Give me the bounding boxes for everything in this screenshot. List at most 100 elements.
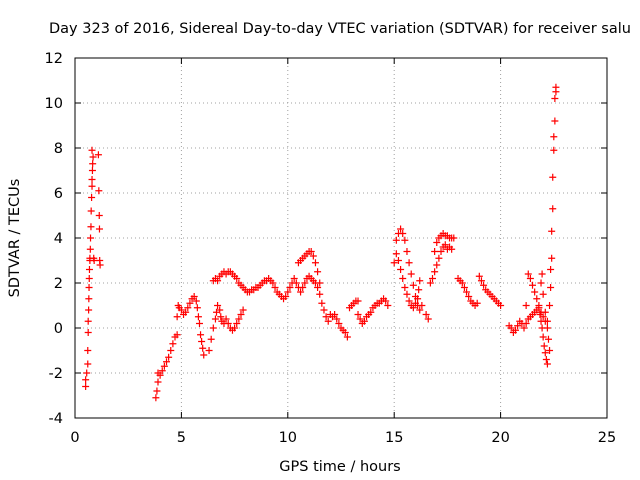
y-tick-label: 6 — [54, 186, 63, 202]
data-point — [307, 248, 315, 255]
data-point — [85, 295, 93, 303]
data-point — [550, 133, 558, 141]
data-point — [409, 304, 417, 312]
data-point — [543, 317, 551, 325]
data-point — [514, 322, 522, 330]
y-axis-label: SDTVAR / TECUs — [7, 179, 23, 298]
data-point — [431, 248, 439, 255]
data-point — [546, 302, 554, 309]
data-point — [169, 340, 177, 348]
data-point — [84, 347, 92, 354]
data-point — [95, 187, 103, 195]
data-point — [520, 324, 528, 332]
data-point — [173, 313, 181, 321]
data-point — [217, 313, 225, 321]
data-point — [237, 311, 245, 318]
data-point — [195, 320, 203, 327]
data-point — [416, 277, 424, 285]
data-point — [539, 313, 547, 321]
data-point — [207, 335, 215, 343]
y-tick-label: -2 — [49, 366, 63, 382]
data-point — [214, 277, 222, 285]
data-point — [435, 254, 443, 262]
data-point — [194, 313, 202, 321]
data-point — [154, 378, 162, 386]
data-point — [311, 259, 319, 267]
data-point — [405, 297, 413, 305]
data-point — [209, 324, 217, 332]
data-point — [83, 369, 91, 377]
x-axis-label: GPS time / hours — [279, 459, 400, 475]
data-point — [549, 173, 557, 181]
data-point — [286, 284, 294, 291]
y-tick-label: -4 — [49, 411, 63, 427]
data-point — [529, 281, 537, 289]
y-tick-label: 8 — [54, 141, 63, 157]
data-point — [448, 245, 456, 253]
data-point — [88, 167, 96, 174]
data-point — [84, 360, 92, 368]
data-point — [418, 302, 426, 309]
data-point — [190, 293, 198, 300]
x-tick-label: 5 — [177, 430, 186, 446]
data-point — [551, 117, 559, 125]
data-point — [533, 295, 541, 303]
data-point — [233, 275, 241, 282]
y-tick-label: 12 — [45, 51, 63, 67]
data-point — [322, 313, 330, 321]
data-point — [539, 333, 547, 341]
data-point — [497, 302, 505, 309]
data-point — [405, 259, 413, 267]
chart-title: Day 323 of 2016, Sidereal Day-to-day VTE… — [49, 21, 631, 37]
data-point — [314, 284, 322, 291]
data-point — [397, 266, 405, 273]
data-point — [399, 275, 407, 282]
data-point — [156, 371, 164, 379]
data-point — [460, 284, 468, 291]
data-point — [341, 329, 349, 336]
data-point — [88, 176, 96, 183]
data-point — [95, 212, 103, 219]
data-point — [216, 306, 224, 314]
data-point — [403, 290, 411, 298]
data-point — [271, 284, 279, 291]
data-point — [548, 227, 556, 235]
data-point — [84, 329, 92, 336]
data-point — [309, 252, 317, 260]
data-point — [354, 311, 362, 318]
data-point — [89, 153, 97, 161]
y-tick-label: 2 — [54, 276, 63, 292]
data-point — [431, 268, 439, 276]
data-point — [477, 277, 485, 285]
data-point — [233, 320, 241, 327]
data-point — [290, 275, 298, 282]
y-tick-label: 0 — [54, 321, 63, 337]
data-point — [88, 194, 96, 201]
data-points — [82, 83, 560, 402]
data-point — [343, 333, 351, 341]
data-point — [152, 394, 160, 402]
data-point — [539, 290, 547, 298]
data-point — [392, 236, 400, 244]
data-point — [426, 279, 434, 287]
data-point — [94, 151, 102, 159]
data-point — [331, 311, 339, 318]
data-point — [85, 266, 93, 273]
x-tick-label: 25 — [598, 430, 616, 446]
data-point — [87, 234, 95, 242]
data-point — [82, 376, 90, 384]
data-point — [507, 324, 515, 332]
data-point — [84, 317, 92, 325]
data-point — [397, 225, 405, 233]
data-point — [193, 304, 201, 312]
data-point — [409, 281, 417, 289]
data-point — [543, 360, 551, 368]
data-point — [480, 281, 488, 289]
x-tick-label: 20 — [491, 430, 509, 446]
data-point — [235, 315, 243, 323]
data-point — [316, 279, 324, 287]
data-point — [524, 270, 532, 278]
data-point — [552, 83, 560, 91]
data-point — [551, 95, 559, 102]
data-point — [269, 279, 277, 287]
